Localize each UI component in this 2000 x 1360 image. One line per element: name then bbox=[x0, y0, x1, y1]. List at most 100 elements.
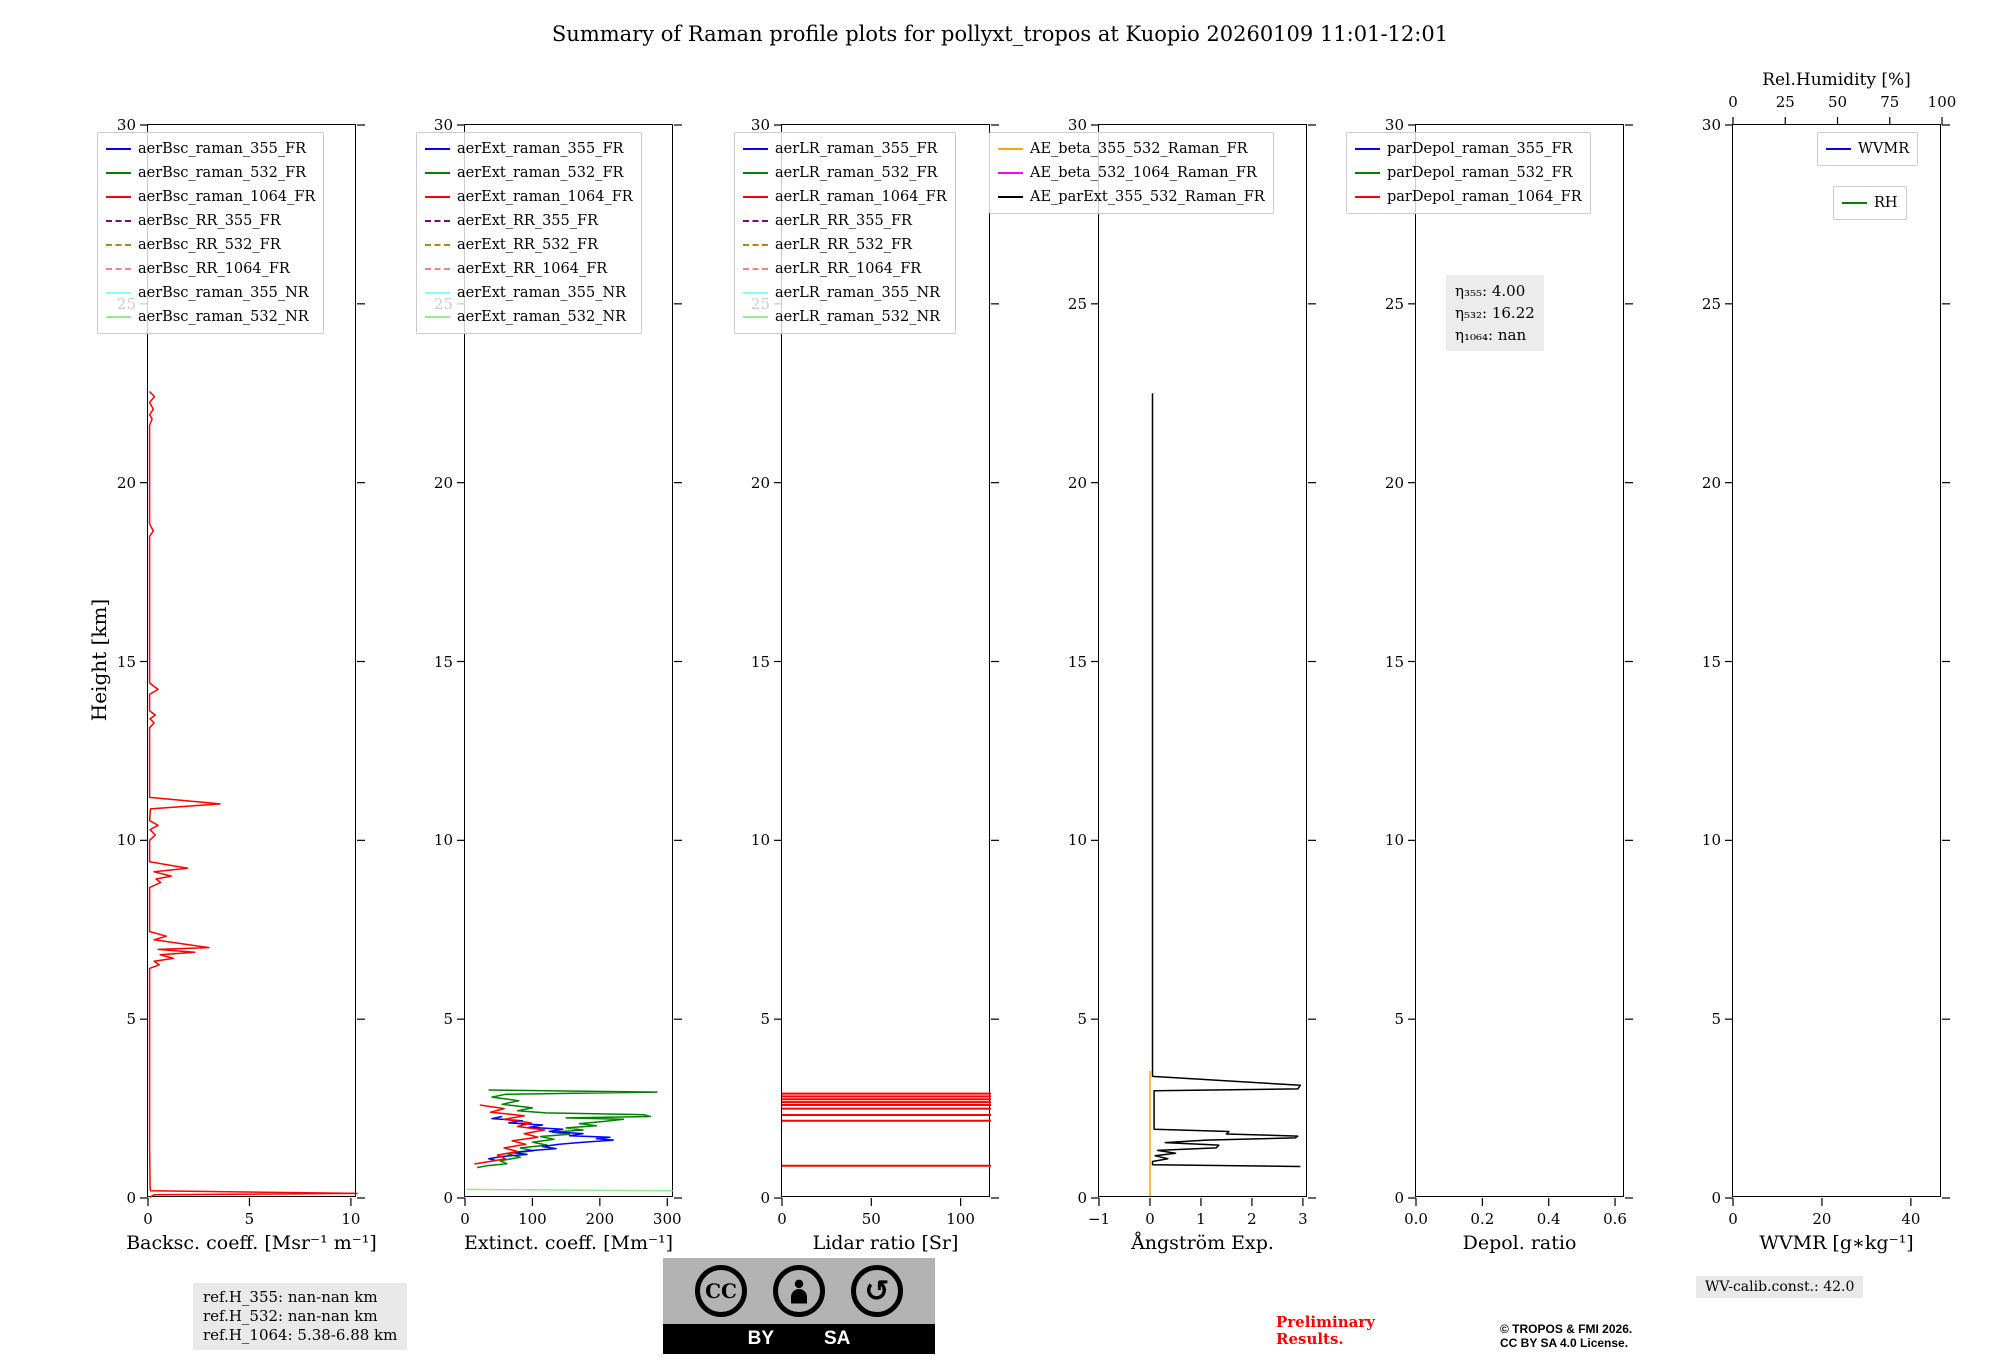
legend-line-sample bbox=[106, 220, 131, 222]
x-tick-label: 0 bbox=[777, 1210, 787, 1228]
legend-line-sample bbox=[425, 268, 450, 270]
x-axis-label: Ångström Exp. bbox=[1131, 1232, 1274, 1254]
top-tick-label: 25 bbox=[1775, 93, 1795, 111]
legend-item: aerLR_raman_532_NR bbox=[743, 305, 947, 329]
legend-label: aerBsc_raman_1064_FR bbox=[138, 189, 316, 205]
legend-item: aerBsc_RR_355_FR bbox=[106, 209, 315, 233]
series-AE_parExt_355_532_Raman_FR bbox=[1151, 393, 1302, 1168]
legend-label: aerLR_RR_1064_FR bbox=[775, 261, 922, 277]
x-tick-label: 0.4 bbox=[1536, 1210, 1561, 1228]
legend: aerLR_raman_355_FR aerLR_raman_532_FR aerL… bbox=[734, 132, 956, 334]
y-tick-label: 10 bbox=[433, 831, 453, 850]
legend-item: aerLR_raman_532_FR bbox=[743, 161, 947, 185]
legend-line-sample bbox=[743, 196, 768, 198]
series-aerLR_raman_1064_FR bbox=[782, 1092, 991, 1167]
legend-line-sample bbox=[1355, 172, 1380, 174]
legend-line-sample bbox=[1826, 148, 1851, 150]
panel-backscatter-canvas bbox=[140, 124, 365, 1206]
legend-item: aerLR_RR_1064_FR bbox=[743, 257, 947, 281]
x-tick-label: 20 bbox=[1812, 1210, 1832, 1228]
legend-label: aerBsc_raman_532_NR bbox=[138, 309, 309, 325]
legend-label: aerBsc_raman_355_NR bbox=[138, 285, 309, 301]
legend: parDepol_raman_355_FR parDepol_raman_532_… bbox=[1346, 132, 1591, 214]
ref-height-355: ref.H_355: nan-nan km bbox=[203, 1288, 378, 1306]
legend-label: AE_beta_355_532_Raman_FR bbox=[1030, 141, 1248, 157]
legend-item: aerExt_raman_355_FR bbox=[425, 137, 633, 161]
y-tick-label: 0 bbox=[1077, 1189, 1087, 1207]
legend-item: aerExt_raman_532_FR bbox=[425, 161, 633, 185]
top-tick-label: 100 bbox=[1927, 93, 1957, 111]
legend-item: AE_beta_532_1064_Raman_FR bbox=[998, 161, 1265, 185]
legend-item: aerExt_RR_355_FR bbox=[425, 209, 633, 233]
y-tick-label: 10 bbox=[750, 831, 770, 850]
y-tick-label: 0 bbox=[1394, 1189, 1404, 1207]
legend-label: aerBsc_RR_355_FR bbox=[138, 213, 281, 229]
legend-item: parDepol_raman_1064_FR bbox=[1355, 185, 1582, 209]
cc-by-label: BY bbox=[747, 1328, 774, 1349]
y-tick-label: 15 bbox=[1384, 652, 1404, 671]
legend-label: aerBsc_RR_532_FR bbox=[138, 237, 281, 253]
legend-line-sample bbox=[106, 148, 131, 150]
x-tick-label: 0 bbox=[1728, 1210, 1738, 1228]
legend-line-sample bbox=[998, 172, 1023, 174]
x-tick-label: 0.6 bbox=[1603, 1210, 1627, 1228]
legend-item: aerExt_RR_1064_FR bbox=[425, 257, 633, 281]
top-tick-label: 50 bbox=[1827, 93, 1848, 111]
x-tick-label: 3 bbox=[1298, 1210, 1308, 1228]
x-axis-label: Depol. ratio bbox=[1462, 1232, 1577, 1254]
legend-line-sample bbox=[106, 244, 131, 246]
annotation-line: η₅₃₂: 16.22 bbox=[1455, 304, 1535, 322]
legend-line-sample bbox=[106, 268, 131, 270]
legend: AE_beta_355_532_Raman_FR AE_beta_532_1064… bbox=[989, 132, 1274, 214]
legend-item: aerExt_RR_532_FR bbox=[425, 233, 633, 257]
legend-item: aerBsc_raman_532_NR bbox=[106, 305, 315, 329]
y-tick-label: 0 bbox=[1711, 1189, 1721, 1207]
y-tick-label: 15 bbox=[116, 652, 136, 671]
top-axis-label: Rel.Humidity [%] bbox=[1762, 70, 1911, 90]
y-tick-label: 15 bbox=[750, 652, 770, 671]
legend-item: AE_beta_355_532_Raman_FR bbox=[998, 137, 1265, 161]
legend-label: RH bbox=[1874, 195, 1898, 211]
ref-height-1064: ref.H_1064: 5.38-6.88 km bbox=[203, 1326, 398, 1344]
ref-height-532: ref.H_532: nan-nan km bbox=[203, 1307, 378, 1325]
legend-line-sample bbox=[743, 244, 768, 246]
y-tick-label: 0 bbox=[126, 1189, 136, 1207]
y-tick-label: 25 bbox=[1701, 294, 1721, 313]
x-tick-label: 0 bbox=[460, 1210, 470, 1228]
panel-lidar-ratio-canvas bbox=[774, 124, 999, 1206]
x-tick-label: 0.2 bbox=[1470, 1210, 1495, 1228]
legend: RH bbox=[1833, 186, 1907, 220]
y-tick-label: 10 bbox=[1384, 831, 1404, 850]
legend-label: aerExt_raman_355_NR bbox=[457, 285, 627, 301]
y-tick-label: 25 bbox=[1384, 294, 1404, 313]
y-tick-label: 5 bbox=[443, 1010, 453, 1029]
legend-label: aerLR_raman_532_FR bbox=[775, 165, 938, 181]
legend-line-sample bbox=[1355, 196, 1380, 198]
legend-line-sample bbox=[425, 220, 450, 222]
panel-angstrom: 0 5 10 15 20 25 30 −1 0 1 2 3 Ångström Exp. AE_beta_3… bbox=[989, 116, 1316, 1254]
y-tick-label: 5 bbox=[126, 1010, 136, 1029]
legend-label: aerExt_RR_532_FR bbox=[457, 237, 598, 253]
legend-item: aerBsc_raman_1064_FR bbox=[106, 185, 315, 209]
y-tick-label: 15 bbox=[1067, 652, 1087, 671]
legend-line-sample bbox=[425, 148, 450, 150]
cc-sa-label: SA bbox=[824, 1328, 851, 1349]
cc-icons-row: CC ↺ bbox=[663, 1258, 935, 1324]
x-tick-label: 2 bbox=[1247, 1210, 1257, 1228]
x-tick-label: 300 bbox=[652, 1210, 682, 1228]
panel-wvmr-canvas bbox=[1725, 117, 1950, 1206]
y-tick-label: 15 bbox=[433, 652, 453, 671]
legend-label: aerExt_raman_1064_FR bbox=[457, 189, 633, 205]
legend-item: WVMR bbox=[1826, 137, 1909, 161]
copyright-line-1: © TROPOS & FMI 2026. bbox=[1500, 1322, 1633, 1336]
legend-line-sample bbox=[106, 292, 131, 294]
person-icon bbox=[773, 1265, 825, 1317]
legend: WVMR bbox=[1817, 132, 1919, 166]
legend-line-sample bbox=[425, 244, 450, 246]
legend-line-sample bbox=[106, 196, 131, 198]
x-axis-label: Extinct. coeff. [Mm⁻¹] bbox=[463, 1232, 674, 1254]
legend-item: aerBsc_raman_532_FR bbox=[106, 161, 315, 185]
y-tick-label: 30 bbox=[1067, 116, 1087, 134]
legend-label: aerLR_raman_532_NR bbox=[775, 309, 941, 325]
